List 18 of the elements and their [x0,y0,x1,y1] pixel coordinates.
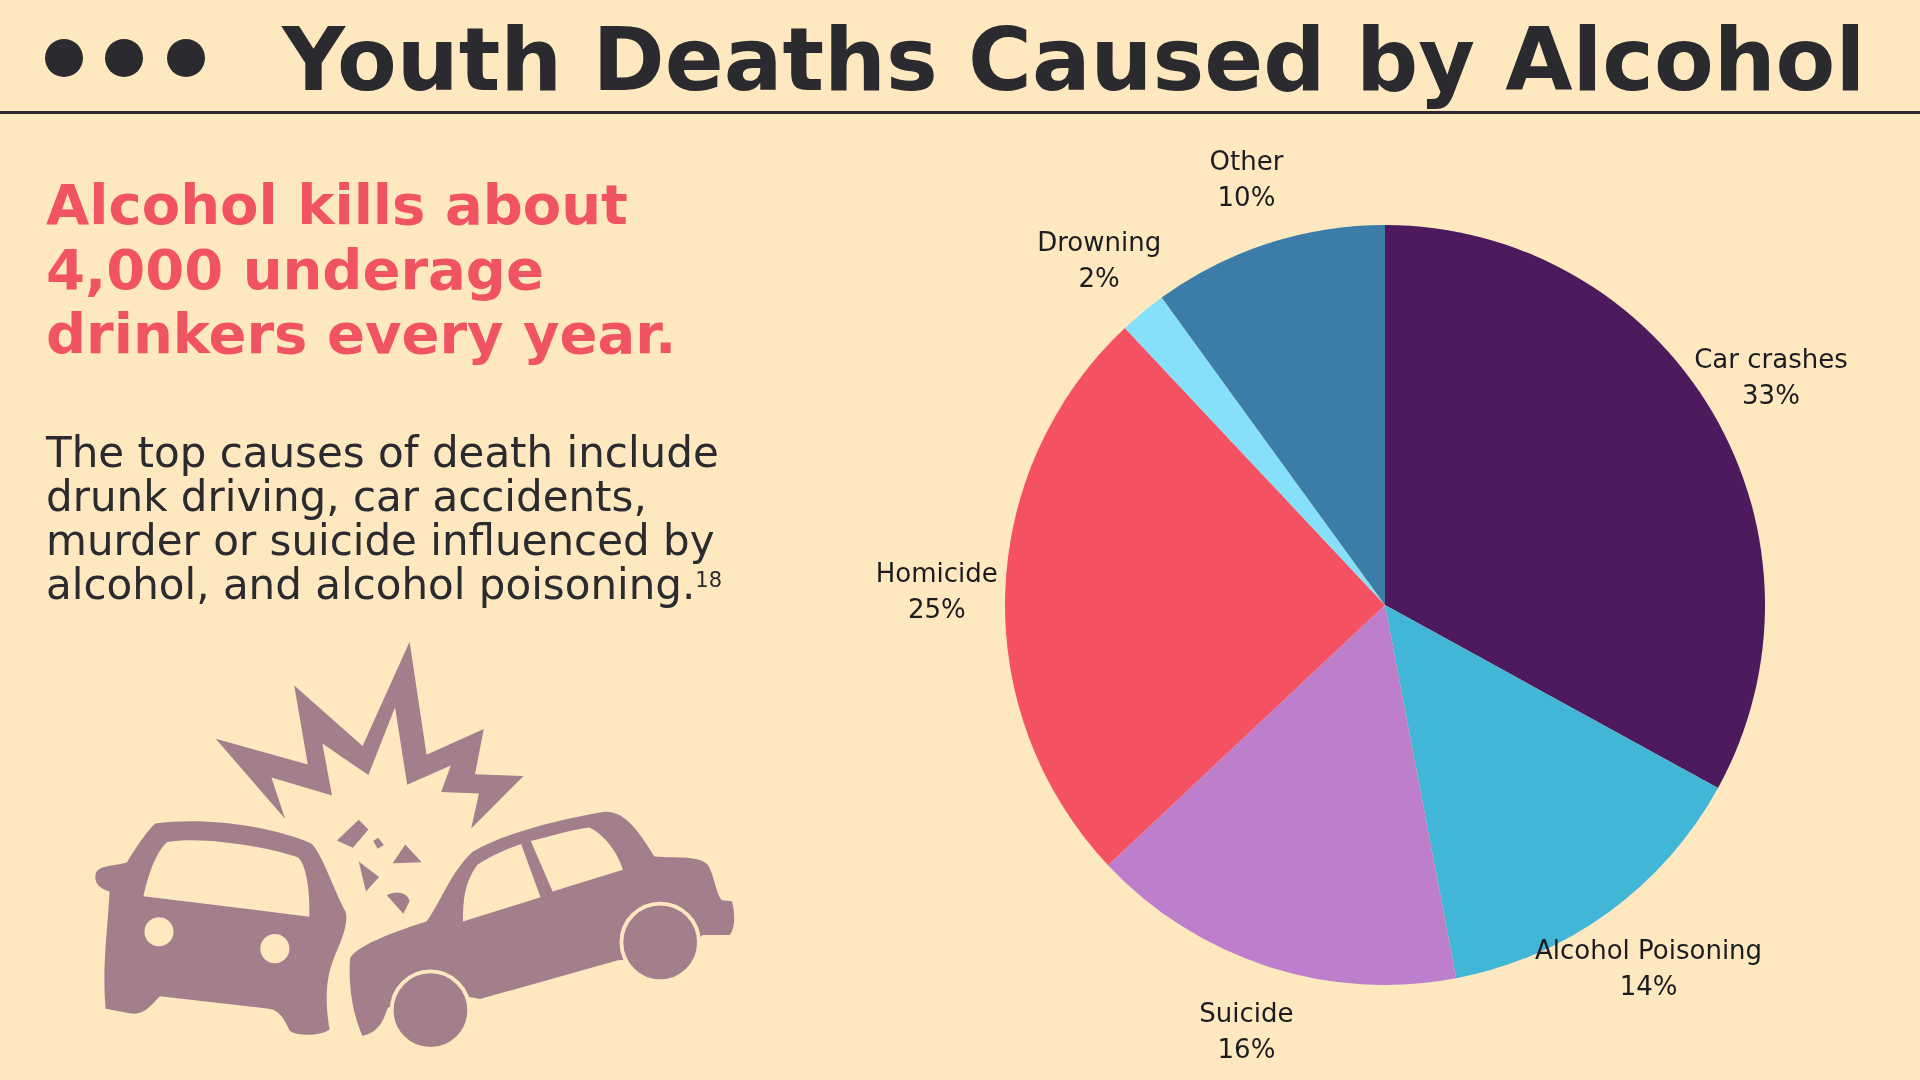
chart-title: Youth Deaths Caused by Alcohol [281,9,1866,111]
data-label: 25% [907,593,966,624]
slice-label: Drowning [1037,226,1162,257]
data-label: 14% [1619,970,1678,1001]
data-label: 33% [1742,379,1800,410]
text: The top causes of death include drunk driving, car accidents, murder or suicide influenced by alcohol, and alcohol poisoning.$^{18}$ [45,428,723,609]
slice-label: Homicide [875,557,998,588]
pie-slice [1005,327,1385,866]
data-label: 2% [1078,262,1120,293]
data-label: 16% [1217,1034,1276,1065]
text: Alcohol kills about 4,000 underage drinkers every year. [46,172,677,366]
slice-label: Suicide [1199,998,1294,1029]
slice-label: Alcohol Poisoning [1535,934,1763,965]
pie-slice [1161,225,1385,605]
data-label: 10% [1217,181,1276,212]
pie-slice [1107,605,1457,985]
slice-label: Other [1209,145,1284,176]
slice-label: Car crashes [1694,343,1848,374]
